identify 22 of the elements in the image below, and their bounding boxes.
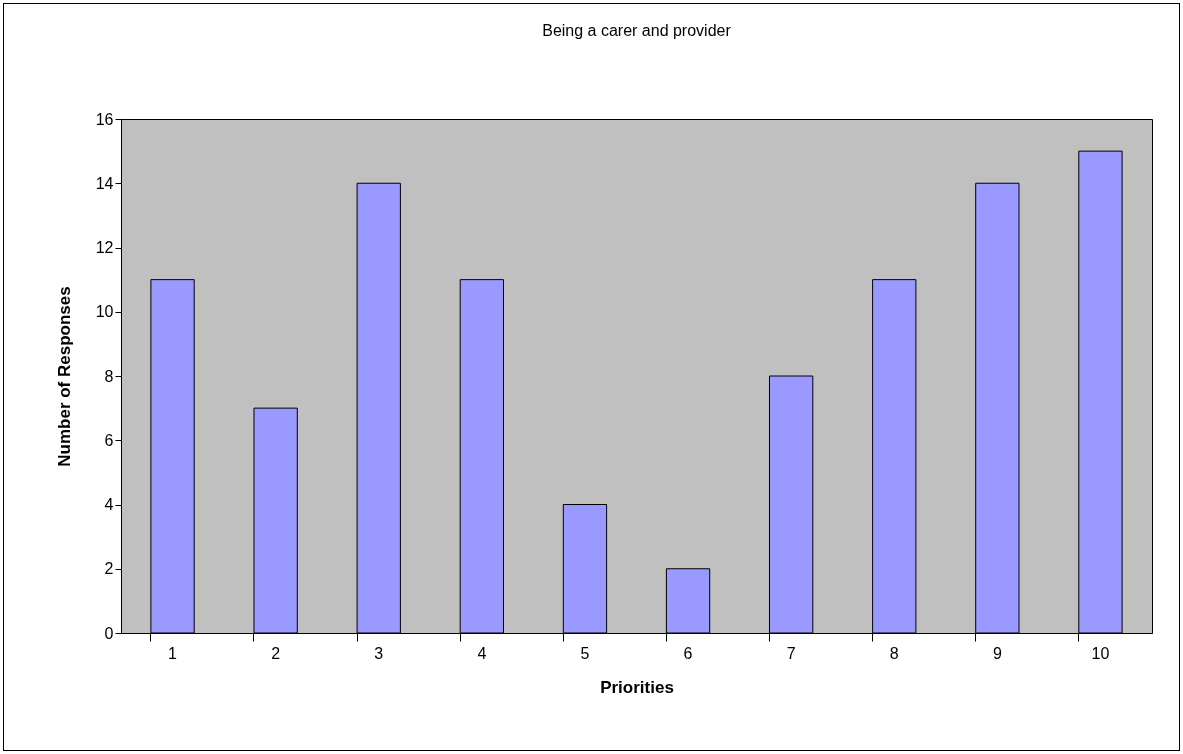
x-tick-label: 9 — [992, 644, 1002, 662]
y-axis-title: Number of Responses — [54, 286, 74, 467]
x-tick-label: 5 — [580, 644, 590, 662]
y-tick-label: 16 — [95, 110, 114, 128]
x-tick-label: 2 — [271, 644, 281, 662]
y-tick-label: 10 — [95, 303, 114, 321]
x-tick-label: 8 — [889, 644, 899, 662]
y-tick-label: 2 — [104, 560, 114, 578]
x-tick-label: 4 — [477, 644, 487, 662]
x-tick-label: 3 — [374, 644, 384, 662]
y-tick-label: 6 — [104, 431, 114, 449]
x-tick-label: 1 — [168, 644, 178, 662]
chart-title: Being a carer and provider — [542, 22, 732, 39]
x-tick-label: 7 — [786, 644, 796, 662]
x-tick-label: 10 — [1091, 644, 1110, 662]
y-tick-label: 12 — [95, 239, 114, 256]
y-tick-label: 4 — [104, 496, 114, 513]
x-tick-label: 6 — [683, 644, 693, 662]
y-tick-label: 8 — [104, 367, 114, 385]
y-tick-label: 14 — [95, 174, 114, 192]
y-tick-label: 0 — [104, 624, 114, 642]
x-axis-title: Priorities — [600, 677, 674, 697]
